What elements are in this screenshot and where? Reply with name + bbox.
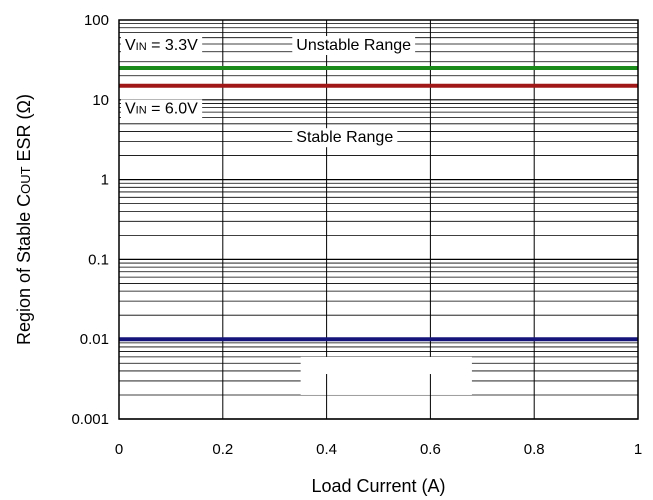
annotation-bg (292, 128, 398, 148)
annotation-2: Unstable Range (292, 36, 416, 56)
annotation-3: VIN = 6.0V (121, 99, 203, 119)
plot-frame (118, 19, 639, 420)
x-tick-label: 0 (115, 441, 123, 458)
y-axis-label-subscript: OUT (18, 166, 33, 194)
x-tick-label: 1 (634, 441, 642, 458)
y-tick-label: 100 (84, 12, 109, 29)
y-tick-label: 10 (92, 92, 109, 109)
annotation-part: = 3.3V (147, 37, 198, 54)
annotation-part: V (125, 37, 136, 54)
annotation-part: IN (136, 105, 147, 117)
y-axis-label-suffix: ESR (Ω) (14, 94, 34, 166)
x-tick-label: 0.8 (524, 441, 545, 458)
y-tick-label: 0.01 (80, 331, 109, 348)
annotation-bg (121, 36, 203, 56)
series-group (119, 66, 638, 342)
x-tick-label: 0.6 (420, 441, 441, 458)
x-tick-label: 0.4 (316, 441, 337, 458)
annotation-bg (121, 99, 203, 119)
y-tick-label: 0.001 (71, 411, 109, 428)
x-tick-labels: 0 0.2 0.4 0.6 0.8 1 (115, 441, 642, 458)
y-axis-label: Region of Stable COUT ESR (Ω) (14, 94, 34, 345)
annotation-1: VIN = 3.3V (121, 36, 203, 56)
x-tick-label: 0.2 (212, 441, 233, 458)
annotation-text: VIN = 6.0V (125, 101, 198, 118)
annotation-bg (292, 36, 416, 56)
grid (118, 20, 639, 420)
y-tick-labels: 0.001 0.01 0.1 1 10 100 (71, 12, 109, 428)
annotation-part: = 6.0V (147, 101, 198, 118)
annotation-part: IN (136, 41, 147, 53)
annotation-part: Unstable Range (296, 37, 411, 54)
x-axis-label: Load Current (A) (311, 476, 445, 496)
annotation-part: Stable Range (296, 129, 393, 146)
plot-blank-patch (300, 356, 472, 395)
annotation-text: Unstable Range (296, 37, 411, 54)
annotation-part: V (125, 101, 136, 118)
annotation-text: Stable Range (296, 129, 393, 146)
y-tick-label: 0.1 (88, 251, 109, 268)
annotation-4: Stable Range (292, 128, 398, 148)
annotation-text: VIN = 3.3V (125, 37, 198, 54)
y-tick-label: 1 (101, 172, 109, 189)
blank-region (300, 356, 472, 395)
y-axis-label-prefix: Region of Stable C (14, 194, 34, 345)
